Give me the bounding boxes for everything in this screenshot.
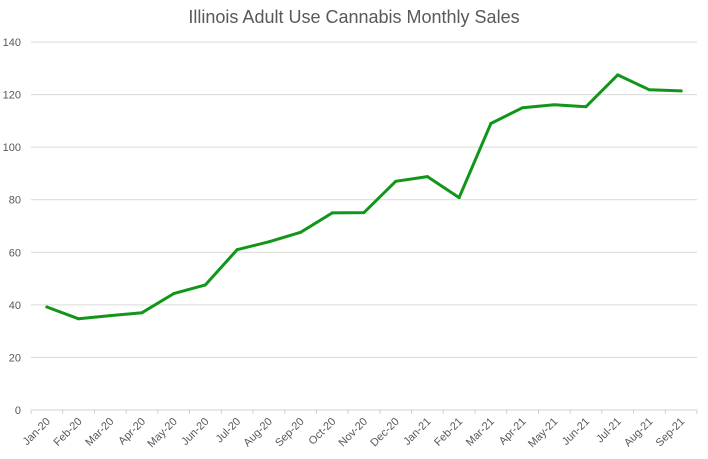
y-tick-label: 60 <box>9 247 21 259</box>
x-tick-label: Jan-20 <box>21 416 53 448</box>
data-point <box>616 73 620 77</box>
data-point <box>299 230 303 234</box>
data-point <box>457 196 461 200</box>
y-tick-label: 40 <box>9 300 21 312</box>
data-point <box>679 89 683 93</box>
y-tick-label: 20 <box>9 352 21 364</box>
y-tick-label: 80 <box>9 195 21 207</box>
data-point <box>203 283 207 287</box>
data-point <box>362 211 366 215</box>
gridlines <box>31 41 697 358</box>
data-point <box>330 211 334 215</box>
x-tick-label: Aug-21 <box>622 416 656 450</box>
series-line <box>45 73 683 321</box>
y-tick-label: 100 <box>3 142 21 154</box>
x-tick-label: Feb-21 <box>432 416 465 449</box>
x-tick-label: Jun-20 <box>179 416 211 448</box>
series-group <box>45 73 683 321</box>
x-tick-label: Oct-20 <box>307 416 339 448</box>
x-tick-label: Mar-21 <box>464 416 497 449</box>
x-tick-label: Sep-20 <box>273 416 307 450</box>
x-tick-label: Sep-21 <box>654 416 688 450</box>
data-point <box>394 179 398 183</box>
y-tick-label: 140 <box>3 37 21 49</box>
data-point <box>552 103 556 107</box>
x-tick-label: Jul-21 <box>594 416 624 446</box>
data-point <box>521 106 525 110</box>
x-tick-label: Jul-20 <box>214 416 244 446</box>
data-point <box>489 121 493 125</box>
x-tick-label: Apr-21 <box>497 416 529 448</box>
x-tick-label: Mar-20 <box>83 416 116 449</box>
y-tick-label: 120 <box>3 90 21 102</box>
x-tick-label: Aug-20 <box>241 416 275 450</box>
data-point <box>45 305 49 309</box>
x-tick-label: Dec-20 <box>368 416 402 450</box>
data-point <box>172 292 176 296</box>
data-point <box>108 314 112 318</box>
x-tick-label: Jun-21 <box>560 416 592 448</box>
data-point <box>267 240 271 244</box>
x-tick-label: Nov-20 <box>337 416 371 450</box>
chart-title: Illinois Adult Use Cannabis Monthly Sale… <box>188 7 519 27</box>
y-axis-ticks: 0 20 40 60 80 100 120 140 <box>3 37 21 417</box>
x-tick-label: May-21 <box>526 416 560 450</box>
x-tick-label: Feb-20 <box>52 416 85 449</box>
data-point <box>235 248 239 252</box>
x-tick-label: Apr-20 <box>116 416 148 448</box>
data-point <box>647 88 651 92</box>
y-tick-label: 0 <box>15 405 21 417</box>
data-point <box>140 311 144 315</box>
x-tick-label: May-20 <box>145 416 179 450</box>
data-point <box>77 317 81 321</box>
x-tick-label: Jan-21 <box>401 416 433 448</box>
data-point <box>425 175 429 179</box>
data-point <box>584 105 588 109</box>
